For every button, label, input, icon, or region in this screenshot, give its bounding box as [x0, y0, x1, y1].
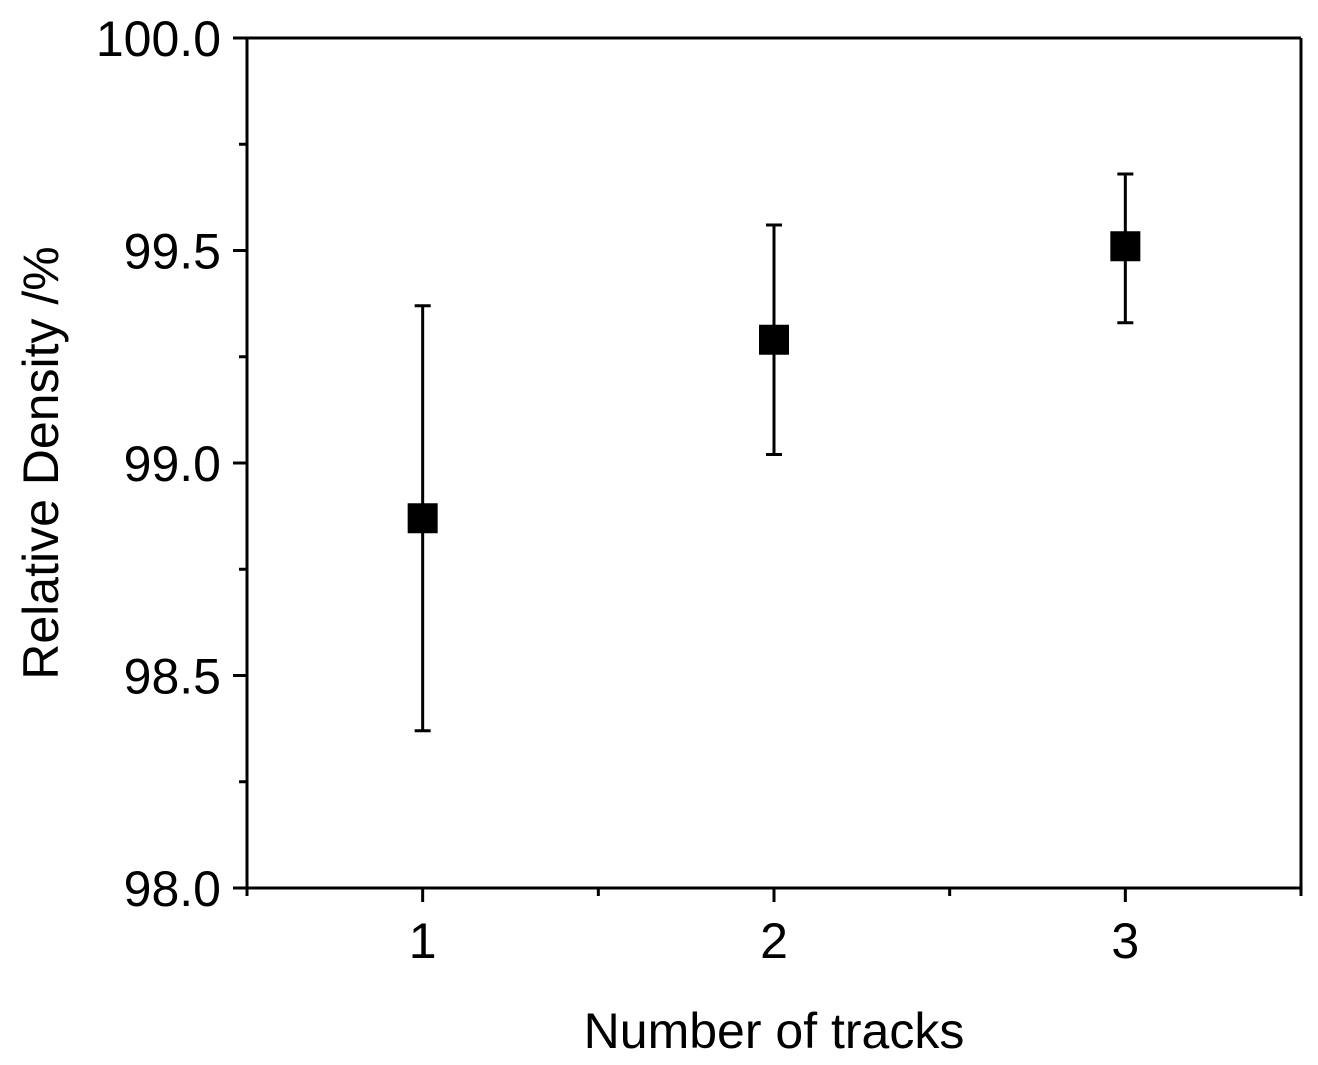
y-tick-label: 100.0 [96, 11, 221, 67]
ticks [233, 36, 1303, 902]
x-tick-label: 3 [1111, 913, 1139, 969]
x-axis-label: Number of tracks [584, 1003, 965, 1059]
data-point [407, 503, 438, 534]
axes [245, 36, 1303, 890]
y-tick-label: 98.0 [124, 861, 221, 917]
data-marks [407, 172, 1141, 733]
y-tick-label: 99.0 [124, 436, 221, 492]
x-tick-label: 2 [760, 913, 788, 969]
x-tick-label: 1 [409, 913, 437, 969]
data-point [1110, 231, 1141, 262]
tick-labels: 1 2 3 98.0 98.5 99.0 99.5 100.0 [96, 11, 1139, 969]
y-tick-label: 99.5 [124, 224, 221, 280]
y-axis-label: Relative Density /% [13, 246, 69, 680]
y-tick-label: 98.5 [124, 649, 221, 705]
data-point [759, 324, 789, 355]
